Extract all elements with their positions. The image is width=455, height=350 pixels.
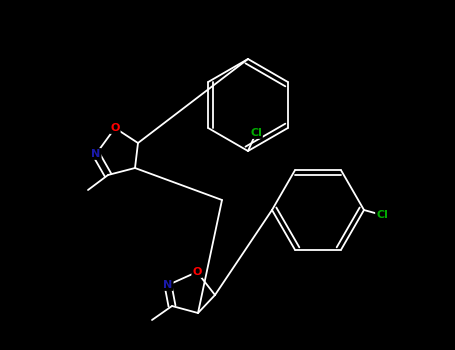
Text: N: N <box>91 149 101 159</box>
Text: O: O <box>110 123 120 133</box>
Text: Cl: Cl <box>250 128 262 138</box>
Text: O: O <box>192 267 202 277</box>
Text: Cl: Cl <box>376 210 388 220</box>
Text: N: N <box>163 280 172 290</box>
